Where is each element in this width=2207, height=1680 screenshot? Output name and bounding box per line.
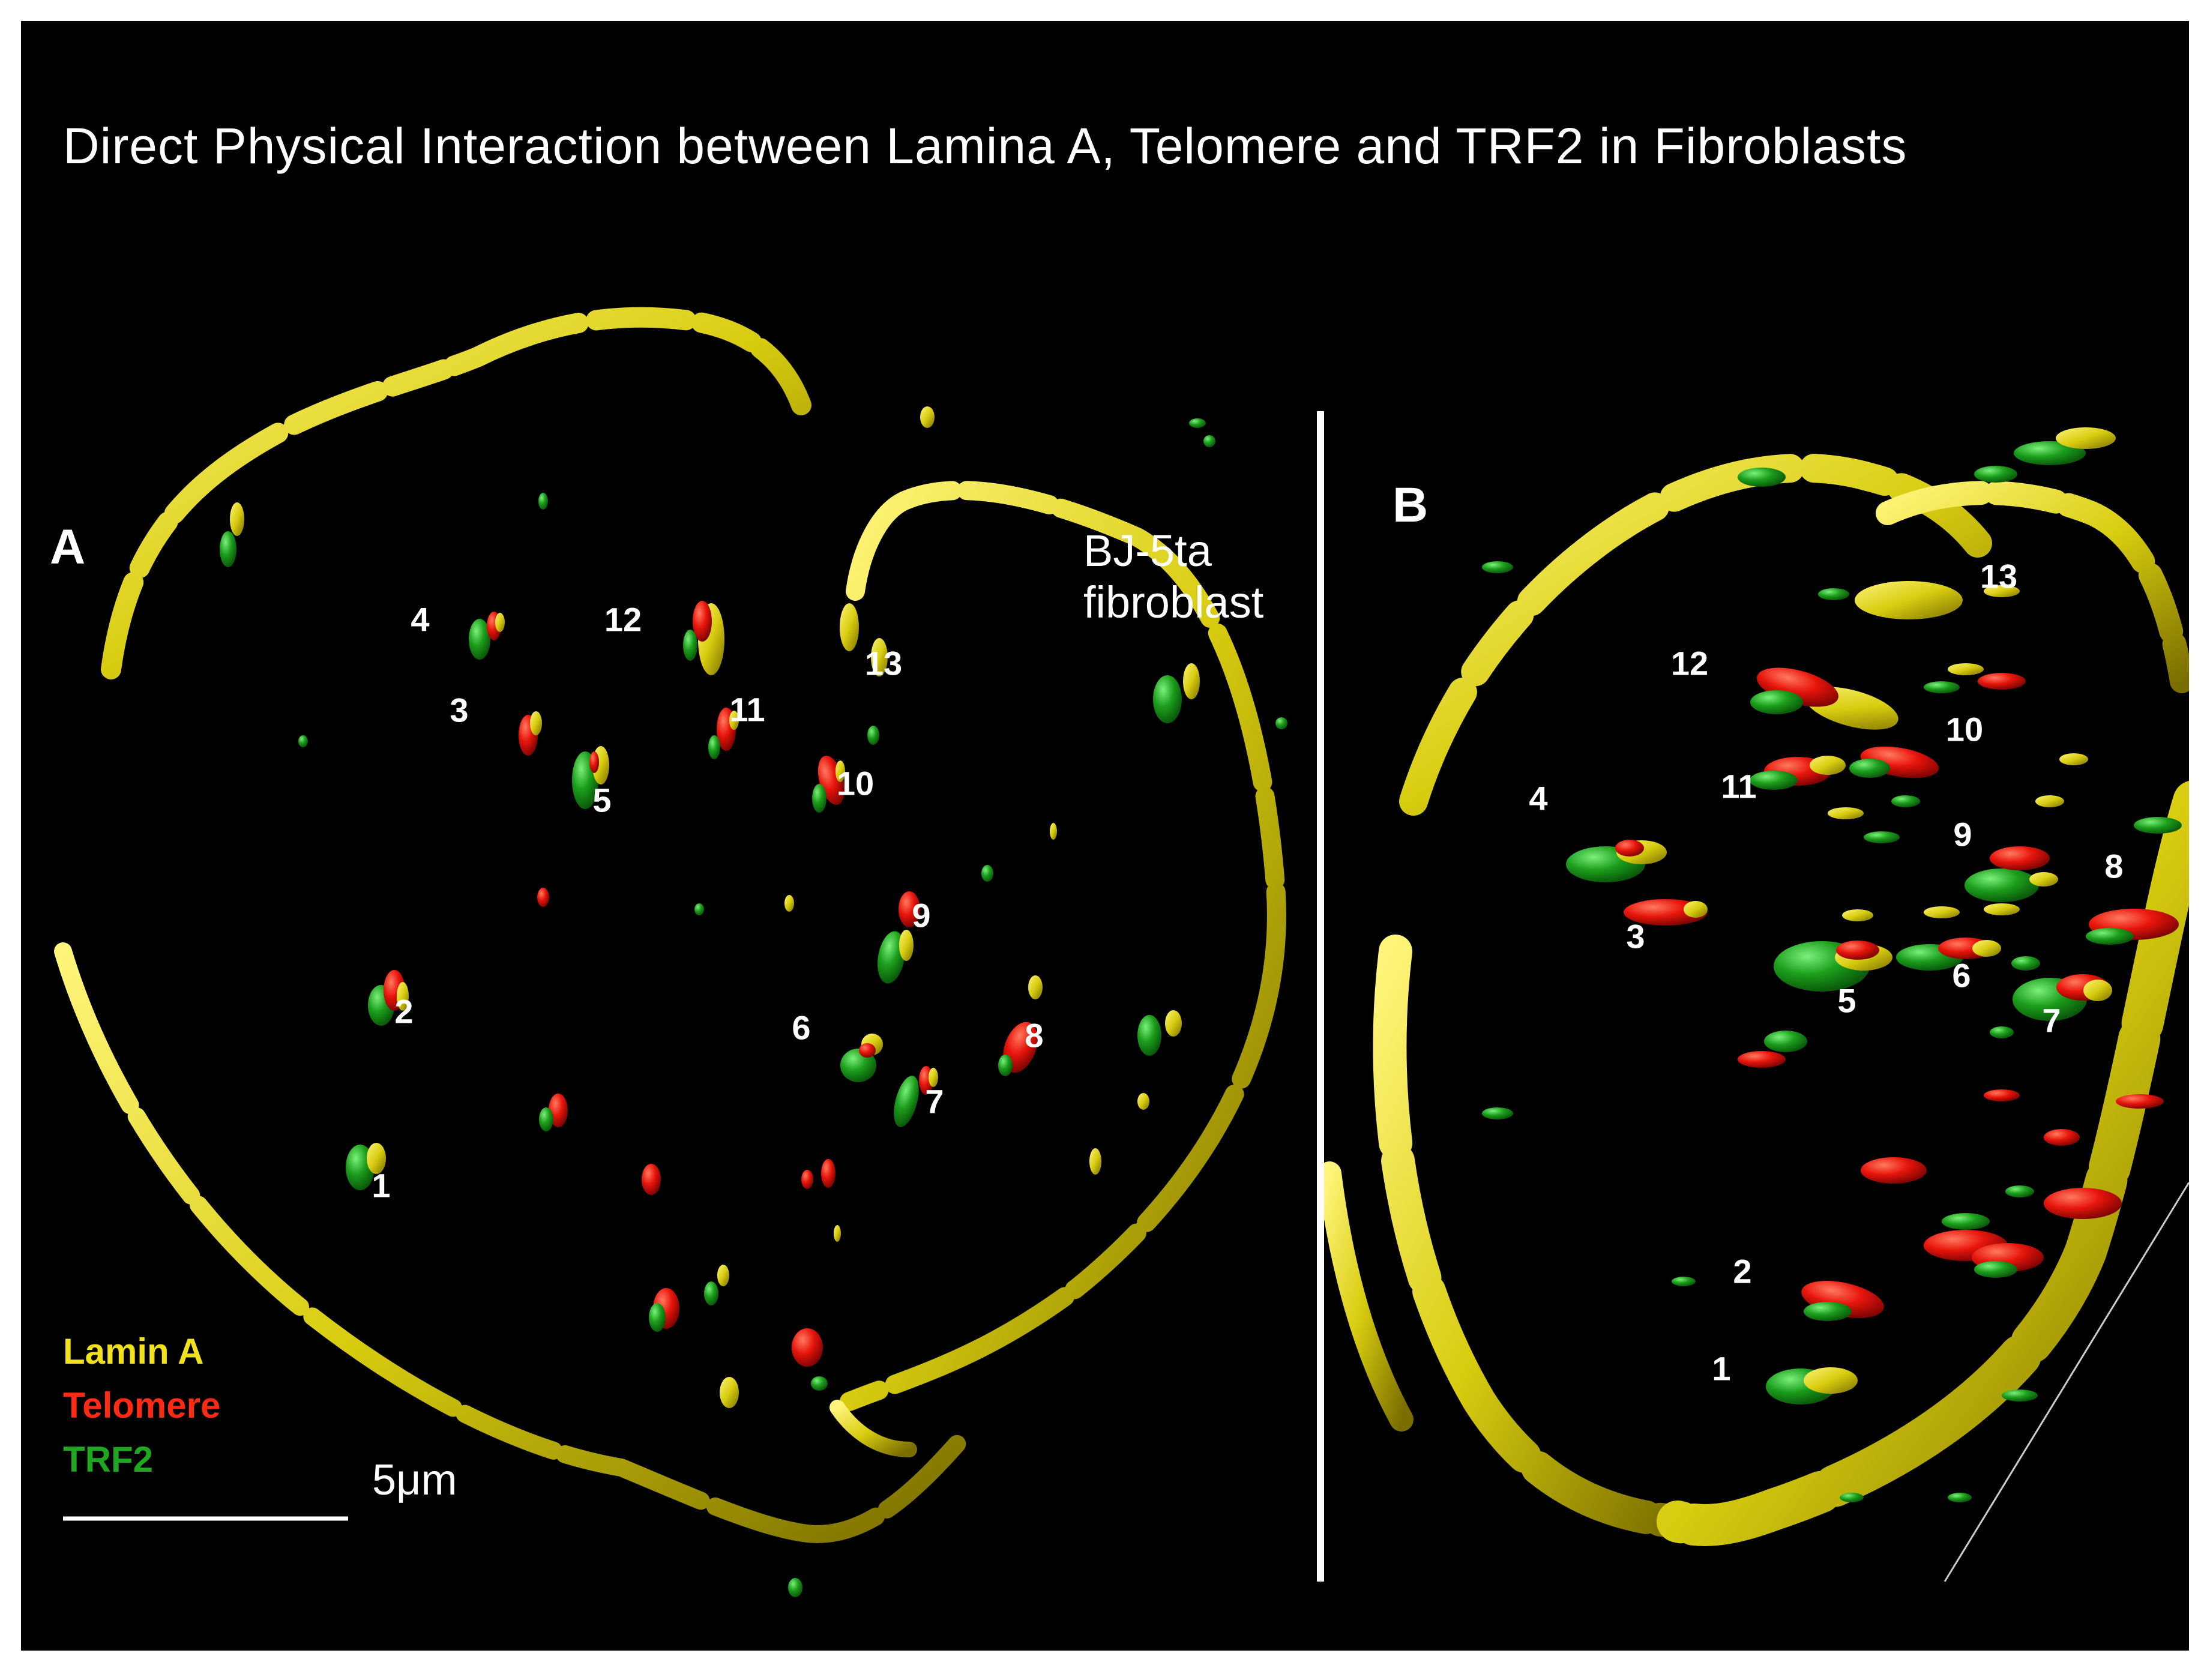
legend-trf2: TRF2 — [63, 1439, 153, 1480]
panel-a-label-2: 2 — [394, 992, 414, 1031]
cell-label-line-2: fibroblast — [1083, 577, 1264, 627]
panel-b-marked-foci — [1566, 581, 2179, 1405]
panel-b-label-4: 4 — [1529, 779, 1548, 817]
panel-a-nuclear-envelope — [54, 307, 1286, 1543]
panel-b-letter: B — [1393, 478, 1429, 532]
panel-b-label-3: 3 — [1626, 917, 1645, 956]
panel-b-label-1: 1 — [1712, 1349, 1731, 1388]
panel-a-marked-foci — [346, 601, 1038, 1190]
panel-b-label-10: 10 — [1945, 710, 1984, 748]
panel-a-label-1: 1 — [372, 1166, 391, 1205]
figure-title: Direct Physical Interaction between Lami… — [63, 118, 1907, 174]
cell-label-line-1: BJ-5ta — [1083, 526, 1212, 576]
panel-b-label-6: 6 — [1952, 956, 1971, 995]
panel-b-label-9: 9 — [1953, 815, 1972, 854]
panel-b-nuclear-envelope — [1317, 453, 2189, 1546]
panel-a-label-5: 5 — [592, 781, 612, 819]
cell-type-label: BJ-5ta fibroblast — [1083, 525, 1263, 628]
bounding-box-edge — [1944, 1182, 2189, 1582]
panel-b-label-8: 8 — [2104, 847, 2124, 885]
panel-b-label-13: 13 — [1980, 557, 2018, 595]
panel-a-label-3: 3 — [450, 691, 469, 729]
legend-lamin-a: Lamin A — [63, 1331, 204, 1371]
panel-b-label-12: 12 — [1670, 644, 1709, 682]
panel-a-letter: A — [50, 520, 86, 574]
panel-a-label-11: 11 — [729, 690, 765, 729]
panel-b-label-5: 5 — [1837, 981, 1856, 1020]
panel-b-label-2: 2 — [1733, 1252, 1752, 1290]
panel-a-label-10: 10 — [836, 764, 875, 802]
panel-b-label-7: 7 — [2042, 1001, 2061, 1040]
scattered-foci — [220, 406, 2182, 1597]
panel-a-label-9: 9 — [912, 896, 931, 935]
panel-a-label-13: 13 — [864, 644, 903, 682]
panel-a-label-7: 7 — [925, 1082, 944, 1121]
figure: Direct Physical Interaction between Lami… — [21, 21, 2189, 1651]
panel-a-label-4: 4 — [411, 600, 430, 639]
panel-a-label-6: 6 — [792, 1008, 811, 1047]
microscopy-image — [54, 307, 2189, 1597]
scale-bar-label: 5μm — [372, 1456, 457, 1504]
legend-telomere: Telomere — [63, 1385, 221, 1426]
panel-b-label-11: 11 — [1721, 767, 1757, 805]
panel-a-label-8: 8 — [1025, 1016, 1044, 1055]
panel-a-label-12: 12 — [604, 600, 642, 639]
